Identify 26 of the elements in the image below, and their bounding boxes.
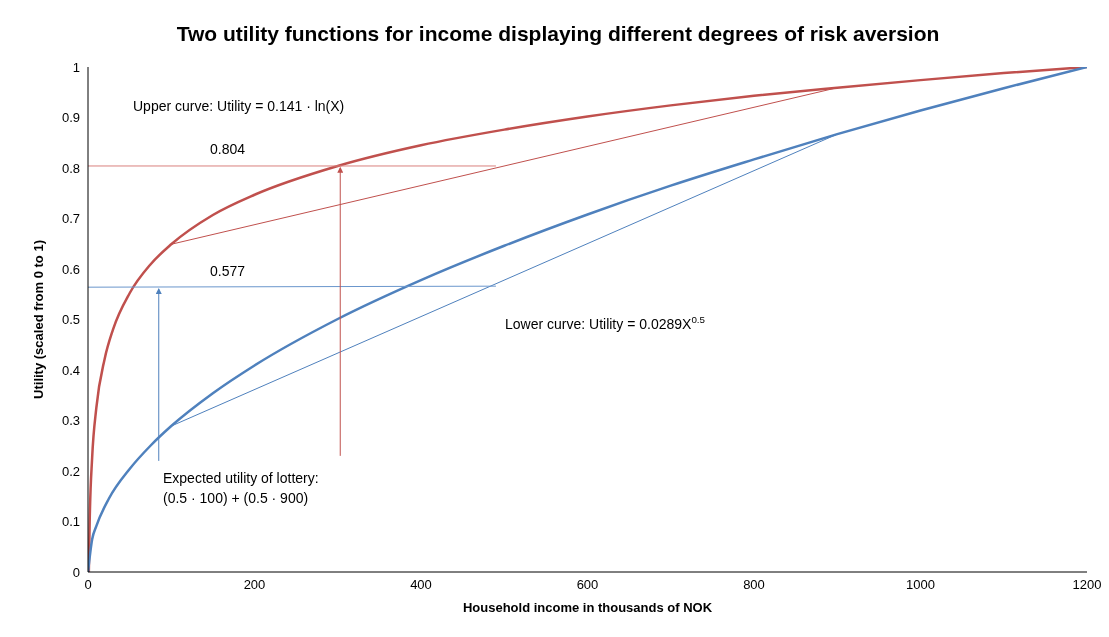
x-tick-label: 1200 [1072,577,1102,593]
annotation: Expected utility of lottery: (0.5 · 100) + (0.5 · 900) [163,470,319,506]
annotation: 0.804 [210,141,246,157]
chart-title: Two utility functions for income displaying different degrees of risk aversion [175,22,941,46]
x-axis-title: Household income in thousands of NOK [462,600,713,615]
x-tick-label: 200 [243,577,266,593]
y-tick-label: 0.7 [61,211,80,227]
y-tick-label: 1 [72,59,80,75]
y-tick-label: 0.2 [61,463,80,479]
y-tick-label: 0.6 [61,261,80,277]
x-tick-label: 0 [84,577,92,593]
x-tick-label: 800 [743,577,765,593]
annotation: 0.577 [210,263,246,279]
x-tick-label: 600 [576,577,599,593]
x-tick-label: 1000 [906,577,935,593]
y-tick-label: 0.9 [61,110,80,126]
y-tick-label: 0.4 [61,362,80,378]
annotation: Upper curve: Utility = 0.141 · ln(X) [133,98,345,114]
y-tick-label: 0.5 [61,312,80,328]
y-tick-label: 0 [72,564,80,580]
x-tick-label: 400 [410,577,432,593]
y-tick-label: 0.8 [61,160,80,176]
y-axis-title: Utility (scaled from 0 to 1) [30,240,46,399]
annotation: Lower curve: Utility = 0.0289X$^{0.5}$ [505,314,705,332]
y-tick-label: 0.1 [61,514,80,530]
y-tick-label: 0.3 [61,413,80,429]
